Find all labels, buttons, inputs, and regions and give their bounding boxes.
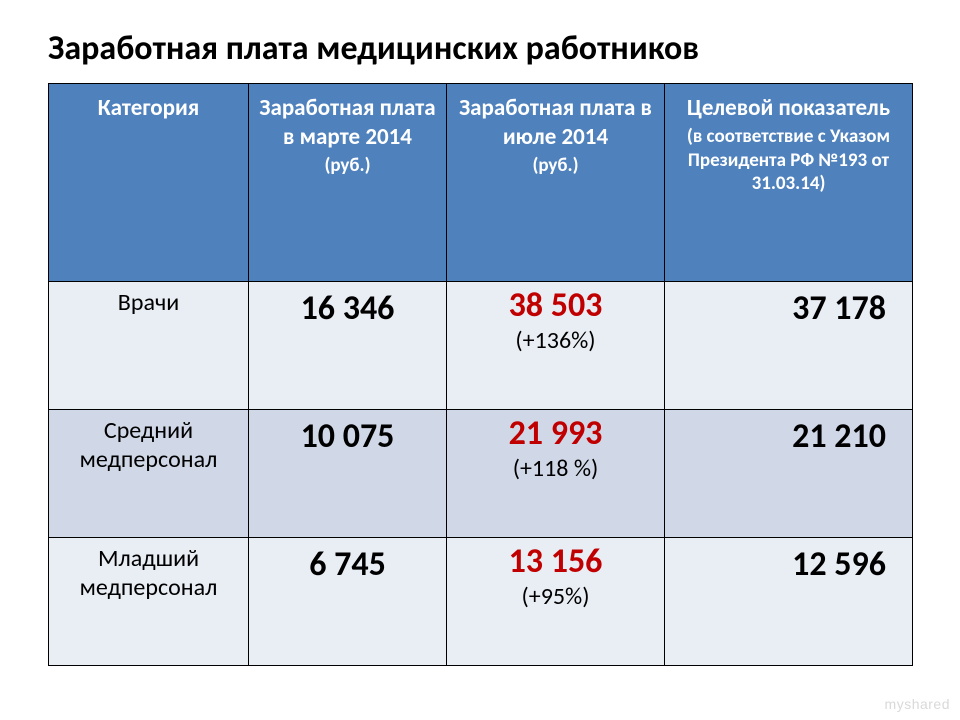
cell-value: 37 178 — [792, 291, 886, 327]
cell-target: 12 596 — [665, 538, 913, 666]
cell-march: 10 075 — [249, 410, 447, 538]
col-header-label: Целевой показатель — [687, 94, 890, 122]
col-header-march: Заработная плата в марте 2014 (руб.) — [249, 84, 447, 282]
table-row: Средний медперсонал 10 075 21 993 (+118 … — [49, 410, 913, 538]
cell-value: 16 346 — [301, 291, 395, 327]
col-header-label: Заработная плата в июле 2014 — [459, 94, 652, 151]
cell-pct: (+118 %) — [509, 454, 603, 483]
col-header-sub: (в соответствие с Указом Президента РФ №… — [671, 125, 906, 196]
col-header-sub: (руб.) — [453, 154, 658, 178]
col-header-sub: (руб.) — [255, 154, 440, 178]
cell-value: 21 210 — [792, 419, 886, 455]
col-header-category: Категория — [49, 84, 249, 282]
col-header-july: Заработная плата в июле 2014 (руб.) — [447, 84, 665, 282]
cell-value: 10 075 — [301, 419, 395, 455]
cell-pct: (+136%) — [509, 326, 603, 355]
cell-value: 12 596 — [792, 547, 886, 583]
cell-value: 13 156 — [509, 544, 603, 580]
table-row: Младший медперсонал 6 745 13 156 (+95%) … — [49, 538, 913, 666]
cell-value: 6 745 — [309, 547, 386, 583]
col-header-target: Целевой показатель (в соответствие с Ука… — [665, 84, 913, 282]
cell-target: 21 210 — [665, 410, 913, 538]
cell-july: 38 503 (+136%) — [447, 282, 665, 410]
cell-value: 21 993 — [509, 416, 603, 452]
page-title: Заработная плата медицинских работников — [48, 28, 912, 69]
table-row: Врачи 16 346 38 503 (+136%) 37 178 — [49, 282, 913, 410]
cell-july: 13 156 (+95%) — [447, 538, 665, 666]
cell-march: 16 346 — [249, 282, 447, 410]
salary-table: Категория Заработная плата в марте 2014 … — [48, 83, 913, 666]
col-header-label: Категория — [98, 94, 199, 122]
slide: Заработная плата медицинских работников … — [0, 0, 960, 720]
cell-category: Врачи — [49, 282, 249, 410]
cell-value: 38 503 — [509, 288, 603, 324]
cell-target: 37 178 — [665, 282, 913, 410]
cell-march: 6 745 — [249, 538, 447, 666]
cell-pct: (+95%) — [509, 582, 603, 611]
watermark: myshared — [885, 696, 950, 712]
cell-category: Средний медперсонал — [49, 410, 249, 538]
table-header-row: Категория Заработная плата в марте 2014 … — [49, 84, 913, 282]
cell-july: 21 993 (+118 %) — [447, 410, 665, 538]
col-header-label: Заработная плата в марте 2014 — [259, 94, 435, 151]
cell-category: Младший медперсонал — [49, 538, 249, 666]
